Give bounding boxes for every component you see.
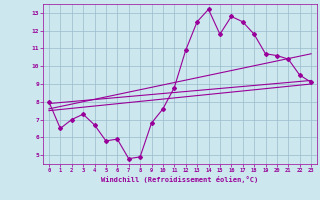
X-axis label: Windchill (Refroidissement éolien,°C): Windchill (Refroidissement éolien,°C) [101,176,259,183]
